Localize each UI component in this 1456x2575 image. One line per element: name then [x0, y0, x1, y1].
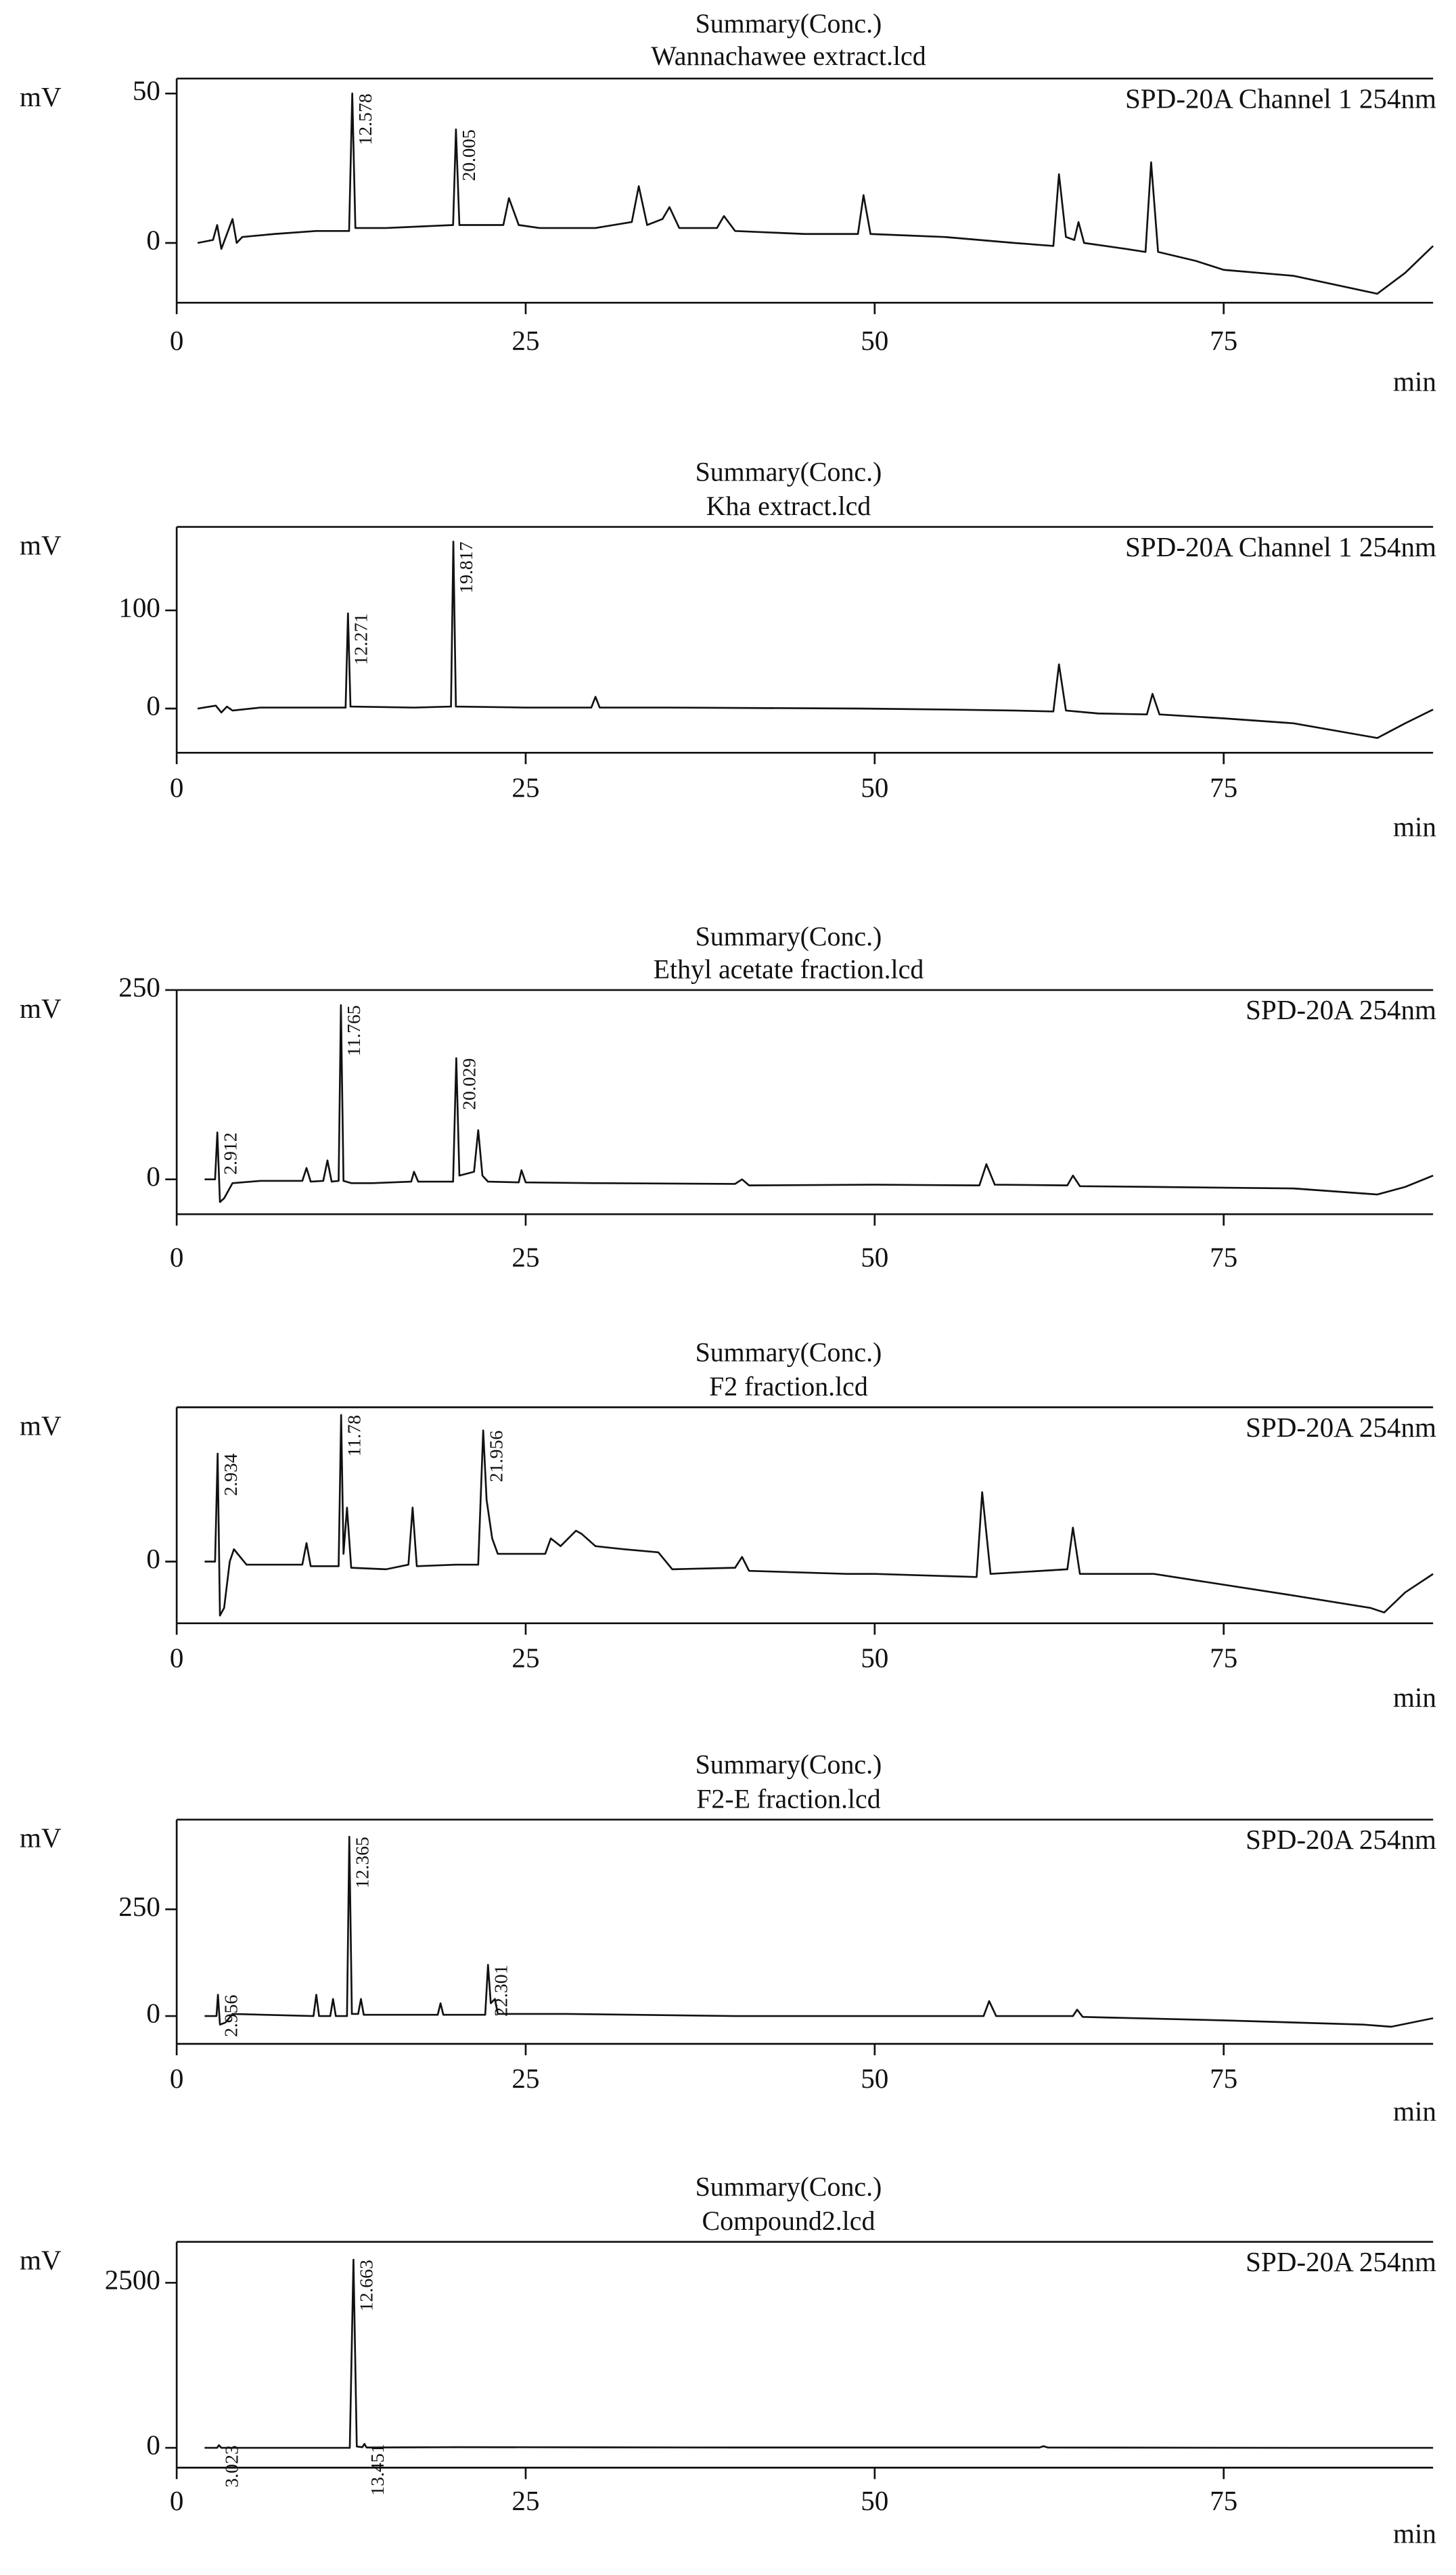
channel-annotation: SPD-20A 254nm: [1246, 1412, 1436, 1443]
x-tick-label: 50: [861, 2485, 888, 2516]
chart-title: Summary(Conc.): [696, 1749, 882, 1780]
x-tick-label: 75: [1210, 1642, 1237, 1674]
y-tick-label: 0: [146, 1543, 160, 1574]
x-tick-label: 0: [170, 325, 184, 356]
x-axis-label: min: [1393, 2517, 1436, 2549]
y-tick-label: 0: [146, 224, 160, 255]
x-tick-label: 50: [861, 325, 888, 356]
chromatogram-panel: Summary(Conc.) Kha extract.lcd mV min SPD-20…: [20, 456, 1436, 842]
peak-label: 2.934: [221, 1454, 242, 1496]
channel-annotation: SPD-20A 254nm: [1246, 1824, 1436, 1855]
peak-label: 12.271: [350, 613, 371, 665]
chart-subtitle: Ethyl acetate fraction.lcd: [654, 954, 924, 984]
x-tick-label: 75: [1210, 1241, 1237, 1272]
y-tick-label: 50: [133, 75, 160, 106]
channel-annotation: SPD-20A Channel 1 254nm: [1125, 531, 1436, 562]
x-tick-label: 25: [511, 325, 539, 356]
chart-subtitle: Compound2.lcd: [702, 2205, 875, 2236]
x-tick-label: 25: [511, 2485, 539, 2516]
x-tick-label: 50: [861, 2063, 888, 2094]
y-tick-label: 0: [146, 690, 160, 721]
y-tick-label: 100: [118, 591, 160, 623]
trace-line: [204, 1004, 1434, 1203]
peak-label: 20.005: [459, 129, 480, 181]
x-tick-label: 75: [1210, 2063, 1237, 2094]
peak-label: 11.78: [344, 1415, 365, 1457]
y-axis-label: mV: [20, 2245, 62, 2276]
peak-label: 2.956: [221, 1994, 242, 2037]
peak-label: 11.765: [344, 1005, 365, 1056]
x-tick-label: 25: [511, 771, 539, 803]
y-tick-label: 0: [146, 1998, 160, 2029]
x-tick-label: 0: [170, 771, 184, 803]
peak-label: 21.956: [486, 1431, 507, 1483]
y-axis-label: mV: [20, 1410, 62, 1441]
channel-annotation: SPD-20A Channel 1 254nm: [1125, 83, 1436, 114]
x-axis-label: min: [1393, 2096, 1436, 2127]
x-tick-label: 0: [170, 1241, 184, 1272]
x-tick-label: 25: [511, 1642, 539, 1674]
trace-line: [204, 1414, 1434, 1617]
x-tick-label: 75: [1210, 325, 1237, 356]
chart-title: Summary(Conc.): [696, 8, 882, 39]
x-axis-label: min: [1393, 1682, 1436, 1713]
peak-label: 12.365: [352, 1837, 373, 1888]
chart-title: Summary(Conc.): [696, 921, 882, 951]
peak-label: 12.578: [355, 93, 376, 145]
chromatogram-panel: Summary(Conc.) F2 fraction.lcd mV min SPD-20…: [20, 1337, 1436, 1712]
peak-label: 12.663: [357, 2260, 378, 2311]
y-tick-label: 2500: [105, 2264, 160, 2296]
x-tick-label: 0: [170, 1642, 184, 1674]
y-axis-label: mV: [20, 1822, 62, 1854]
peak-label: 13.451: [367, 2444, 388, 2495]
x-axis-label: min: [1393, 811, 1436, 842]
x-tick-label: 25: [511, 2063, 539, 2094]
peak-label: 22.301: [491, 1965, 511, 2016]
trace-line: [204, 1835, 1434, 2028]
x-tick-label: 50: [861, 1642, 888, 1674]
chart-subtitle: F2-E fraction.lcd: [696, 1783, 880, 1814]
chart-title: Summary(Conc.): [696, 2171, 882, 2201]
x-tick-label: 25: [511, 1241, 539, 1272]
chart-title: Summary(Conc.): [696, 1337, 882, 1367]
x-tick-label: 50: [861, 1241, 888, 1272]
peak-label: 3.023: [222, 2445, 243, 2488]
y-tick-label: 250: [118, 971, 160, 1002]
chart-subtitle: Kha extract.lcd: [706, 491, 871, 521]
x-tick-label: 0: [170, 2485, 184, 2516]
y-axis-label: mV: [20, 993, 62, 1024]
x-tick-label: 50: [861, 771, 888, 803]
chart-subtitle: Wannachawee extract.lcd: [651, 41, 926, 71]
channel-annotation: SPD-20A 254nm: [1246, 994, 1436, 1025]
channel-annotation: SPD-20A 254nm: [1246, 2246, 1436, 2277]
chromatogram-panel: Summary(Conc.) Compound2.lcd mV min SPD-20A …: [20, 2171, 1436, 2549]
chromatogram-panel: Summary(Conc.)Ethyl acetate fraction.lcd…: [20, 921, 1436, 1272]
chart-title: Summary(Conc.): [696, 456, 882, 487]
x-tick-label: 75: [1210, 2485, 1237, 2516]
trace-line: [197, 92, 1434, 295]
y-tick-label: 0: [146, 2430, 160, 2461]
chart-subtitle: F2 fraction.lcd: [709, 1371, 868, 1402]
peak-label: 2.912: [220, 1132, 241, 1175]
y-axis-label: mV: [20, 529, 62, 560]
x-axis-label: min: [1393, 366, 1436, 397]
trace-line: [197, 541, 1434, 739]
peak-label: 20.029: [459, 1058, 480, 1110]
y-tick-label: 250: [118, 1891, 160, 1922]
peak-label: 19.817: [456, 541, 477, 594]
y-tick-label: 0: [146, 1161, 160, 1192]
y-axis-label: mV: [20, 81, 62, 112]
x-tick-label: 0: [170, 2063, 184, 2094]
x-tick-label: 75: [1210, 771, 1237, 803]
chromatogram-panel: Summary(Conc.)F2-E fraction.lcd mV min SPD-…: [20, 1749, 1436, 2127]
trace-line: [204, 2258, 1434, 2449]
chromatogram-panel: Summary(Conc.)Wannachawee extract.lcd mV m…: [20, 8, 1436, 397]
